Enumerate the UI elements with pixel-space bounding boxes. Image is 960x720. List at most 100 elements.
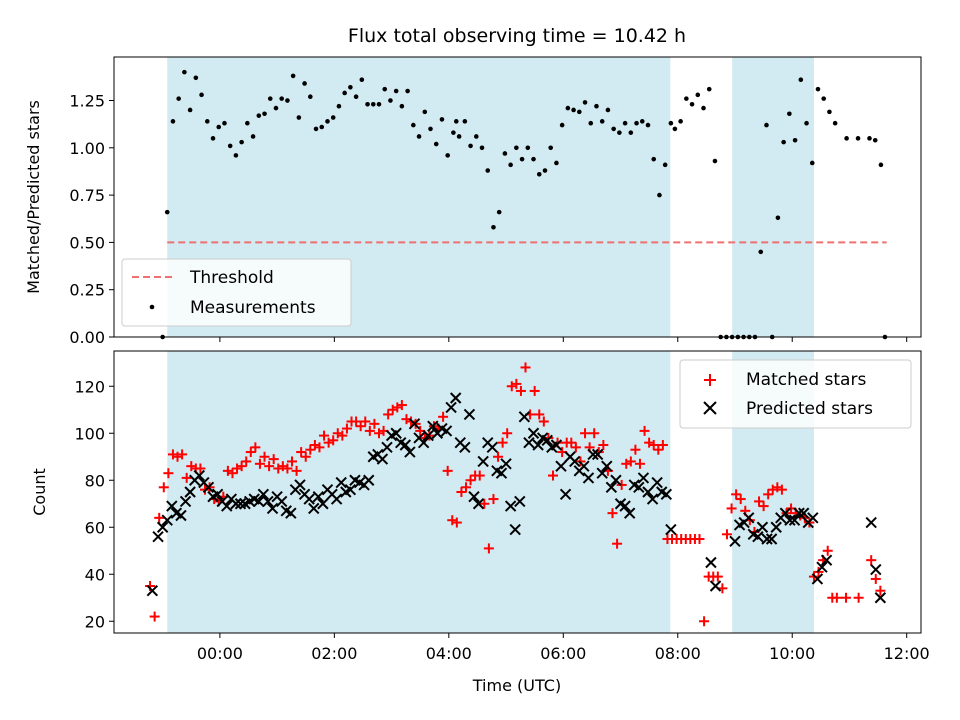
predicted-star-point xyxy=(477,455,489,468)
measurement-point xyxy=(445,153,450,158)
measurement-point xyxy=(468,143,473,149)
matched-star-point xyxy=(154,512,165,523)
matched-star-point xyxy=(721,529,732,540)
legend-threshold-label: Threshold xyxy=(189,268,274,288)
matched-star-point xyxy=(612,538,623,549)
legend-predicted-swatch xyxy=(703,401,717,415)
measurement-point xyxy=(302,81,307,86)
measurement-point xyxy=(164,209,170,215)
predicted-star-point xyxy=(184,486,196,498)
matched-star-point xyxy=(497,437,508,448)
top-legend: Threshold Measurements xyxy=(121,258,352,327)
predicted-star-point xyxy=(870,563,882,576)
predicted-star-point xyxy=(605,481,618,494)
measurement-point xyxy=(542,168,548,173)
measurement-point xyxy=(453,119,459,124)
measurement-point xyxy=(657,192,662,198)
matched-star-point xyxy=(657,440,668,450)
y-tick-label: 0.50 xyxy=(69,233,105,252)
matched-star-point xyxy=(731,489,742,500)
measurement-point xyxy=(279,96,284,101)
predicted-star-point xyxy=(427,420,439,432)
predicted-star-point xyxy=(523,436,535,449)
measurement-point xyxy=(382,86,388,92)
measurement-point xyxy=(227,143,233,149)
measurement-point xyxy=(222,120,227,126)
measurement-point xyxy=(531,156,536,162)
predicted-star-point xyxy=(221,500,233,512)
matched-star-point xyxy=(607,508,618,519)
predicted-star-point xyxy=(619,500,631,512)
legend-matched-label: Matched stars xyxy=(746,370,866,390)
predicted-star-point xyxy=(161,514,173,526)
matched-star-point xyxy=(598,440,609,450)
x-tick-label: 02:00 xyxy=(311,644,357,663)
measurement-point xyxy=(365,101,370,107)
predicted-star-point xyxy=(381,441,393,454)
measurement-point xyxy=(611,126,616,132)
measurement-point xyxy=(193,75,199,81)
predicted-star-point xyxy=(193,469,205,482)
measurement-point xyxy=(809,160,815,166)
x-tick-label: 10:00 xyxy=(769,644,815,663)
measurement-point xyxy=(416,134,422,139)
matched-star-point xyxy=(625,456,636,467)
measurement-point xyxy=(176,96,181,101)
predicted-star-point xyxy=(793,507,805,519)
predicted-star-point xyxy=(285,507,297,519)
measurement-point xyxy=(548,145,553,151)
measurement-point xyxy=(308,94,313,100)
measurement-point xyxy=(565,105,571,111)
measurement-point xyxy=(273,105,279,111)
measurement-point xyxy=(290,73,296,79)
predicted-star-point xyxy=(660,488,673,501)
matched-star-point xyxy=(259,451,270,462)
matched-star-point xyxy=(758,501,769,512)
measurement-point xyxy=(695,92,701,98)
measurement-point xyxy=(668,120,674,126)
measurement-point xyxy=(554,160,559,166)
predicted-star-point xyxy=(633,481,645,494)
predicted-star-point xyxy=(752,530,764,543)
x-tick-label: 08:00 xyxy=(655,644,701,663)
predicted-star-point xyxy=(399,439,412,451)
y-tick-label: 40 xyxy=(85,565,105,584)
matched-star-point xyxy=(648,440,659,450)
measurement-point xyxy=(582,100,588,105)
predicted-star-point xyxy=(234,498,247,510)
matched-star-point xyxy=(520,362,531,373)
predicted-stars-points xyxy=(146,392,887,604)
predicted-star-point xyxy=(623,507,636,519)
matched-star-point xyxy=(456,487,467,497)
matched-star-point xyxy=(822,545,833,556)
predicted-star-point xyxy=(601,460,613,472)
matched-star-point xyxy=(616,479,627,490)
top-y-axis-label: Matched/Predicted stars xyxy=(24,100,43,294)
measurement-point xyxy=(701,105,706,111)
y-tick-label: 0.25 xyxy=(69,281,105,300)
matched-star-point xyxy=(570,442,581,453)
observing-windows-bottom xyxy=(167,351,814,633)
matched-star-point xyxy=(236,461,247,472)
matched-star-point xyxy=(534,409,545,420)
measurement-point xyxy=(428,126,433,132)
predicted-star-point xyxy=(555,460,567,472)
predicted-star-point xyxy=(765,533,778,545)
predicted-star-point xyxy=(550,439,563,451)
predicted-star-point xyxy=(779,507,792,519)
matched-star-point xyxy=(726,503,737,514)
measurement-point xyxy=(651,156,657,162)
predicted-star-point xyxy=(596,467,608,479)
measurement-point xyxy=(855,136,861,141)
matched-star-point xyxy=(634,458,645,469)
predicted-star-point xyxy=(175,509,187,522)
top-x-ticks xyxy=(219,337,908,342)
matched-star-point xyxy=(529,385,540,396)
predicted-star-point xyxy=(362,474,375,486)
predicted-star-point xyxy=(651,476,663,489)
matched-star-point xyxy=(488,494,499,505)
measurement-point xyxy=(313,126,319,132)
matched-star-point xyxy=(735,494,746,505)
measurement-point xyxy=(439,117,445,122)
predicted-star-point xyxy=(532,439,544,451)
